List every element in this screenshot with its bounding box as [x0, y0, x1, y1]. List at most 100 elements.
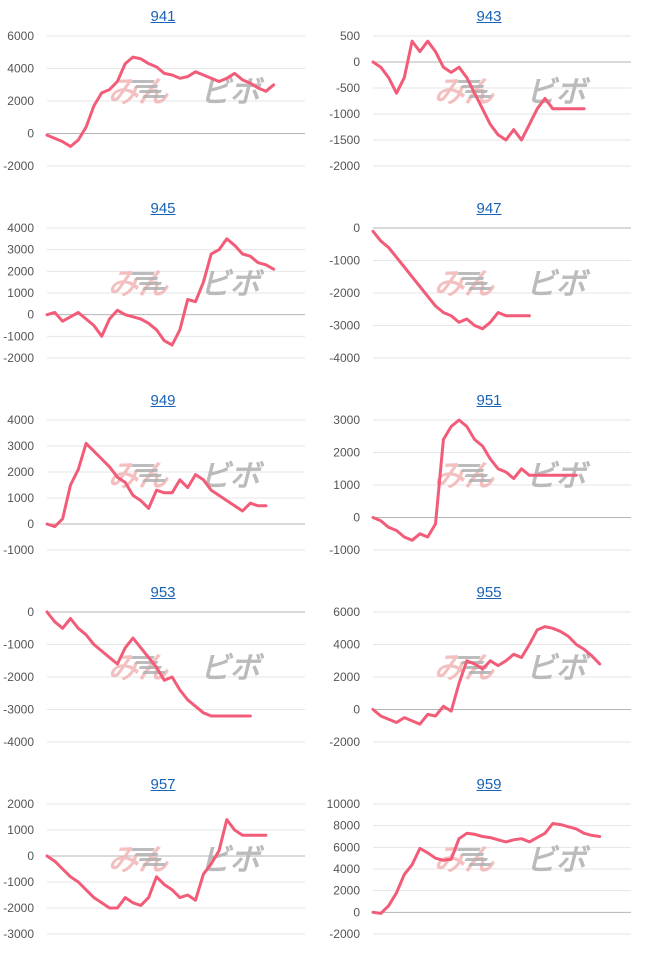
watermark-stripe	[134, 469, 159, 472]
y-tick-label: 0	[27, 849, 34, 863]
chart-title-link[interactable]: 945	[150, 200, 176, 217]
y-tick-label: 6000	[333, 605, 360, 619]
y-tick-label: 2000	[7, 465, 34, 479]
chart-title-link[interactable]: 953	[150, 584, 176, 601]
watermark-stripe	[138, 858, 163, 861]
watermark-logo: みん ビボ	[434, 843, 591, 878]
watermark-logo: みん ビボ	[108, 75, 265, 110]
chart-panel-955: 955 6000 4000 2000 0 -2000 みん ビボ	[326, 576, 652, 768]
watermark-logo: みん ビボ	[434, 75, 591, 110]
watermark-right-text: ビボ	[200, 267, 265, 302]
chart-title-link[interactable]: 941	[150, 8, 176, 25]
y-tick-label: -2000	[3, 351, 34, 365]
y-tick-label: -1000	[329, 543, 360, 557]
series-line	[45, 818, 268, 910]
line-chart-947: 0 -1000 -2000 -3000 -4000 みん ビボ	[329, 221, 631, 365]
line-chart-949: 4000 3000 2000 1000 0 -1000 みん ビボ	[3, 413, 305, 557]
watermark-stripe	[131, 80, 155, 83]
y-tick-label: -1500	[329, 133, 360, 147]
watermark-right-text: ビボ	[200, 651, 265, 686]
y-tick-label: 0	[353, 511, 360, 525]
series-line	[45, 610, 252, 718]
y-tick-label: -2000	[329, 735, 360, 749]
y-tick-label: -2000	[329, 286, 360, 300]
series-line	[371, 822, 602, 915]
y-tick-label: -4000	[329, 351, 360, 365]
watermark-right-text: ビボ	[526, 843, 591, 878]
series-line	[371, 229, 531, 331]
chart-panel-951: 951 3000 2000 1000 0 -1000 みん ビボ	[326, 384, 652, 576]
series-line	[45, 441, 268, 529]
chart-title-link[interactable]: 951	[476, 392, 502, 409]
watermark-stripe	[460, 853, 485, 856]
y-tick-label: 1000	[7, 823, 34, 837]
y-tick-label: 10000	[327, 797, 361, 811]
y-tick-label: 2000	[7, 94, 34, 108]
y-tick-label: 0	[353, 905, 360, 919]
y-tick-label: -3000	[3, 927, 34, 941]
watermark-stripe	[464, 90, 489, 93]
line-chart-951: 3000 2000 1000 0 -1000 みん ビボ	[329, 413, 631, 557]
watermark-stripe	[138, 90, 163, 93]
y-tick-label: 3000	[333, 413, 360, 427]
series-line	[371, 39, 586, 142]
chart-title-link[interactable]: 949	[150, 392, 176, 409]
watermark-stripe	[134, 853, 159, 856]
y-tick-label: 1000	[333, 478, 360, 492]
watermark-stripe	[131, 272, 155, 275]
chart-panel-941: 941 6000 4000 2000 0 -2000 みん ビボ	[0, 0, 326, 192]
watermark-logo: みん ビボ	[434, 459, 591, 494]
y-tick-label: 0	[27, 127, 34, 141]
watermark-stripe	[138, 282, 163, 285]
chart-panel-945: 945 4000 3000 2000 1000 0 -1000 -2000 みん ビボ	[0, 192, 326, 384]
y-tick-label: 0	[353, 55, 360, 69]
chart-title-link[interactable]: 947	[476, 200, 502, 217]
y-tick-label: 2000	[7, 797, 34, 811]
watermark-stripe	[468, 671, 492, 674]
y-tick-label: -1000	[3, 875, 34, 889]
line-chart-945: 4000 3000 2000 1000 0 -1000 -2000 みん ビボ	[3, 221, 305, 365]
chart-title-link[interactable]: 943	[476, 8, 502, 25]
y-tick-label: 500	[340, 29, 360, 43]
y-tick-label: -3000	[3, 703, 34, 717]
y-tick-label: 4000	[7, 62, 34, 76]
y-tick-label: -4000	[3, 735, 34, 749]
y-tick-label: -2000	[329, 927, 360, 941]
y-tick-label: -1000	[329, 254, 360, 268]
watermark-stripe	[457, 848, 481, 851]
watermark-right-text: ビボ	[200, 843, 265, 878]
y-tick-label: 2000	[7, 264, 34, 278]
watermark-stripe	[464, 282, 489, 285]
line-chart-953: 0 -1000 -2000 -3000 -4000 みん ビボ	[3, 605, 305, 749]
y-tick-label: 0	[353, 703, 360, 717]
y-tick-label: 4000	[7, 221, 34, 235]
y-tick-label: -1000	[3, 638, 34, 652]
watermark-stripe	[468, 479, 492, 482]
y-tick-label: 0	[27, 517, 34, 531]
watermark-stripe	[138, 474, 163, 477]
chart-title-link[interactable]: 957	[150, 776, 176, 793]
watermark-stripe	[131, 848, 155, 851]
y-tick-label: 4000	[333, 862, 360, 876]
watermark-stripe	[457, 272, 481, 275]
watermark-logo: みん ビボ	[108, 459, 265, 494]
watermark-stripe	[464, 858, 489, 861]
watermark-stripe	[464, 474, 489, 477]
watermark-stripe	[460, 277, 485, 280]
watermark-logo: みん ビボ	[434, 267, 591, 302]
series-line	[45, 237, 276, 347]
series-line	[371, 625, 602, 726]
y-tick-label: 0	[27, 308, 34, 322]
watermark-stripe	[142, 479, 166, 482]
y-tick-label: 4000	[333, 638, 360, 652]
chart-title-link[interactable]: 959	[476, 776, 502, 793]
watermark-stripe	[457, 656, 481, 659]
y-tick-label: 0	[27, 605, 34, 619]
watermark-right-text: ビボ	[200, 75, 265, 110]
watermark-stripe	[460, 469, 485, 472]
y-tick-label: -2000	[3, 901, 34, 915]
line-chart-957: 2000 1000 0 -1000 -2000 -3000 みん ビボ	[3, 797, 305, 941]
chart-title-link[interactable]: 955	[476, 584, 502, 601]
y-tick-label: 8000	[333, 819, 360, 833]
